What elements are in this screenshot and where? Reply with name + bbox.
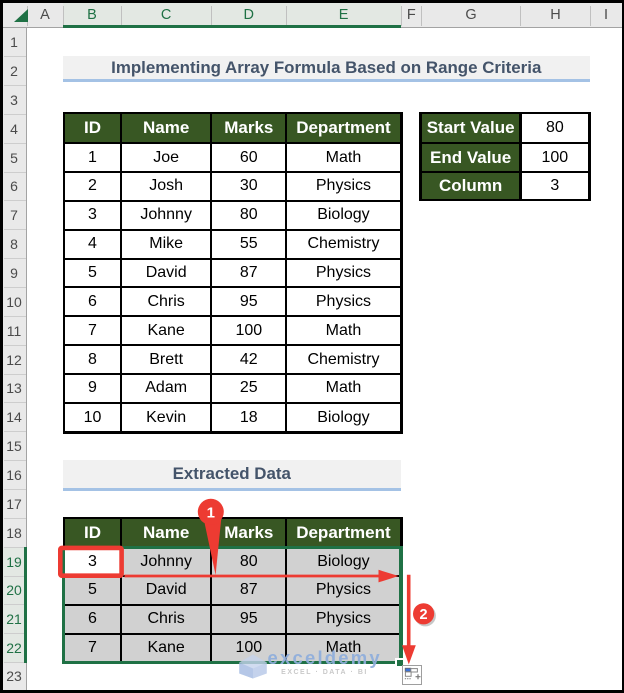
svg-text:1: 1 (207, 504, 215, 521)
svg-text:2: 2 (420, 607, 428, 623)
